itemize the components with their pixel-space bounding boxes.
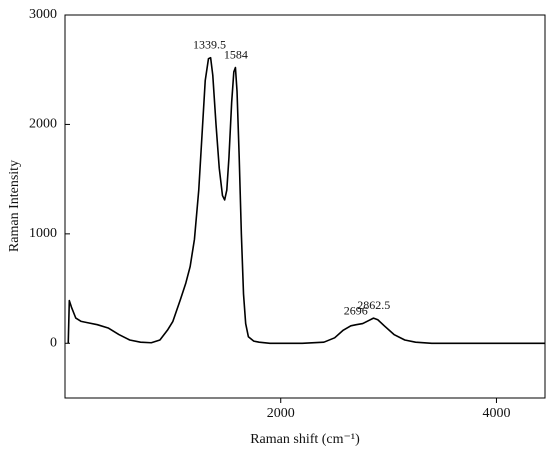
y-tick-label: 2000 (29, 117, 57, 132)
y-tick-label: 3000 (29, 7, 57, 22)
x-tick-label: 2000 (267, 406, 295, 421)
peak-annotation: 2696 (344, 303, 368, 317)
spectrum-line (67, 56, 545, 345)
y-axis-label: Raman Intensity (7, 160, 22, 252)
x-tick-label: 4000 (482, 406, 510, 421)
y-tick-label: 0 (50, 336, 57, 351)
plot-frame (64, 14, 546, 399)
peak-annotation: 1339.5 (193, 37, 226, 51)
x-axis-label: Raman shift (cm⁻¹) (250, 432, 360, 447)
peak-annotation: 2862.5 (357, 298, 390, 312)
y-tick-label: 1000 (29, 226, 57, 241)
peak-annotation: 1584 (224, 47, 248, 61)
